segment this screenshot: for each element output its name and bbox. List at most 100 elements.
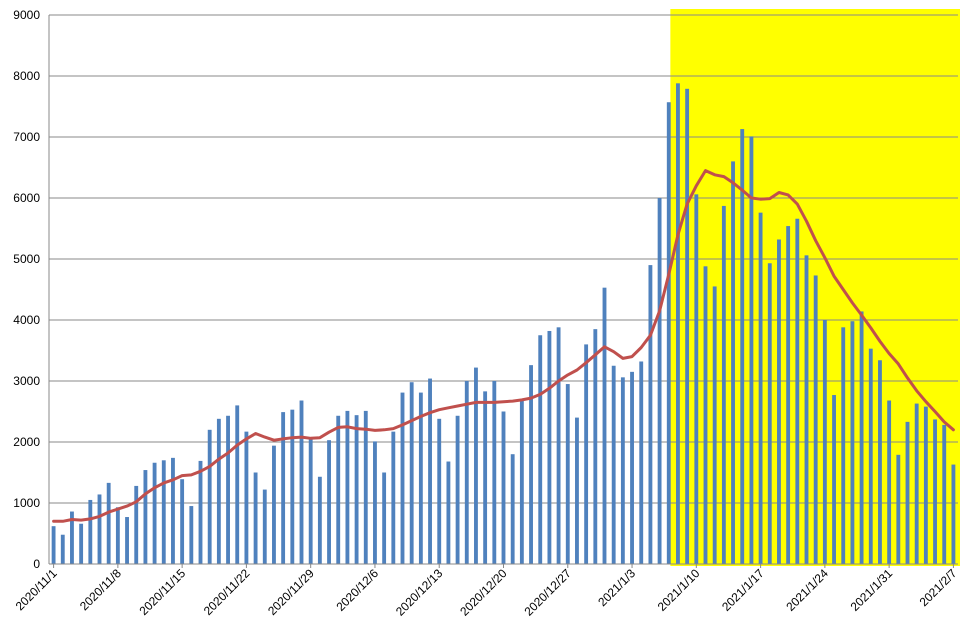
bar bbox=[859, 311, 864, 564]
bar bbox=[382, 472, 387, 564]
bar bbox=[308, 438, 313, 564]
bar bbox=[134, 485, 139, 564]
bar bbox=[703, 266, 708, 564]
bar bbox=[529, 365, 533, 564]
y-tick-label: 5000 bbox=[13, 252, 40, 266]
bar bbox=[391, 431, 396, 564]
bar bbox=[115, 507, 120, 564]
bar bbox=[363, 410, 368, 564]
bar bbox=[483, 391, 488, 564]
bar bbox=[409, 382, 414, 564]
bar bbox=[207, 429, 212, 564]
bar bbox=[777, 239, 781, 565]
bar bbox=[602, 287, 607, 564]
bar bbox=[290, 409, 295, 564]
x-tick-labels: 2020/11/1 2020/11/8 2020/11/15 2020/11/22 20… bbox=[13, 566, 960, 619]
bar bbox=[850, 321, 855, 564]
bar bbox=[198, 460, 203, 564]
bar bbox=[336, 415, 341, 564]
moving-average-line bbox=[52, 169, 955, 523]
bar bbox=[666, 102, 671, 564]
bar bbox=[180, 479, 185, 564]
bar bbox=[593, 329, 598, 564]
bar bbox=[878, 360, 882, 564]
axes-layer bbox=[48, 15, 958, 568]
x-tick-label: 2020/12/13 bbox=[393, 566, 446, 619]
bar bbox=[510, 454, 515, 564]
bar bbox=[813, 275, 818, 564]
bar bbox=[648, 265, 653, 564]
bar bbox=[189, 506, 194, 564]
bar bbox=[171, 457, 175, 564]
bar bbox=[942, 424, 947, 564]
bar bbox=[125, 517, 129, 564]
bar bbox=[685, 88, 690, 564]
x-tick-label: 2020/12/20 bbox=[457, 566, 510, 619]
bar bbox=[152, 462, 157, 564]
bar bbox=[400, 392, 405, 564]
bar bbox=[749, 136, 754, 564]
bar bbox=[905, 421, 910, 564]
bar bbox=[538, 335, 543, 564]
bar bbox=[216, 418, 221, 564]
y-tick-label: 0 bbox=[33, 557, 40, 571]
bar bbox=[418, 392, 423, 564]
x-tick-label: 2021/1/10 bbox=[655, 566, 703, 614]
bar bbox=[795, 218, 800, 565]
bar bbox=[272, 445, 276, 564]
bar bbox=[474, 367, 478, 564]
x-tick-label: 2021/1/24 bbox=[783, 566, 831, 614]
bar bbox=[657, 198, 662, 564]
bar bbox=[556, 327, 561, 564]
bar bbox=[446, 461, 451, 564]
y-tick-label: 8000 bbox=[13, 69, 40, 83]
y-tick-label: 9000 bbox=[13, 8, 40, 22]
bar bbox=[731, 161, 735, 564]
bar bbox=[143, 470, 148, 564]
bar bbox=[464, 381, 469, 564]
bar bbox=[244, 431, 249, 564]
bar bbox=[630, 371, 634, 564]
bar bbox=[428, 378, 432, 564]
bar bbox=[923, 406, 928, 564]
line-layer bbox=[52, 169, 955, 523]
x-tick-label: 2020/12/27 bbox=[522, 566, 575, 619]
bar bbox=[235, 405, 240, 564]
bar bbox=[822, 320, 827, 564]
bar bbox=[547, 330, 552, 564]
bar bbox=[841, 327, 846, 564]
bar bbox=[70, 511, 74, 564]
bar bbox=[767, 263, 772, 564]
bar bbox=[896, 454, 901, 564]
bar bbox=[317, 476, 322, 564]
bar bbox=[951, 464, 956, 564]
bar bbox=[51, 526, 56, 564]
x-tick-label: 2021/1/17 bbox=[719, 566, 767, 614]
bar bbox=[492, 381, 497, 564]
bar bbox=[868, 348, 873, 564]
bar bbox=[161, 460, 166, 564]
bar bbox=[373, 441, 377, 564]
bar bbox=[933, 419, 937, 564]
bar bbox=[519, 399, 524, 564]
bar bbox=[345, 410, 350, 564]
bar bbox=[437, 418, 442, 564]
x-tick-label: 2020/11/29 bbox=[265, 566, 317, 618]
y-tick-label: 6000 bbox=[13, 191, 40, 205]
x-tick-label: 2020/12/6 bbox=[333, 566, 381, 614]
bar bbox=[712, 286, 717, 564]
bar bbox=[281, 412, 286, 564]
bar bbox=[60, 534, 65, 564]
bar bbox=[676, 83, 680, 564]
x-tick-label: 2021/2/7 bbox=[917, 566, 960, 609]
x-tick-label: 2020/11/1 bbox=[13, 566, 60, 613]
y-tick-labels: 0 1000 2000 3000 4000 5000 6000 7000 8000 9000 bbox=[13, 8, 40, 571]
y-tick-label: 7000 bbox=[13, 130, 40, 144]
bar bbox=[804, 255, 809, 564]
bar bbox=[79, 523, 84, 564]
bar bbox=[758, 212, 763, 564]
bar bbox=[455, 415, 460, 564]
bars-layer bbox=[51, 83, 956, 565]
